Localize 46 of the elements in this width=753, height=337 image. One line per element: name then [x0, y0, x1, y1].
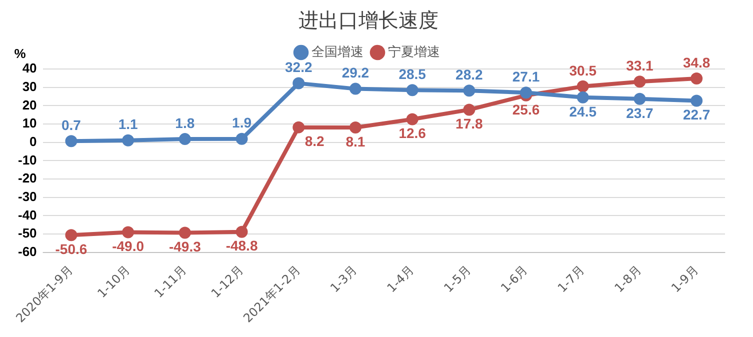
data-label: 0.7	[61, 116, 82, 133]
y-tick-label: -20	[18, 170, 37, 186]
x-tick-label: 1-5月	[441, 262, 474, 296]
data-label: -50.6	[55, 241, 88, 258]
y-tick-label: 40	[22, 60, 37, 76]
x-tick-label: 1-4月	[384, 262, 417, 296]
legend-label: 全国增速	[312, 44, 364, 60]
data-label: -48.8	[226, 238, 258, 254]
data-label: 1.1	[118, 116, 138, 132]
data-label: 28.5	[398, 66, 426, 82]
data-label: 1.9	[232, 114, 252, 131]
y-tick-label: 10	[22, 116, 37, 131]
data-label: 33.1	[626, 58, 654, 74]
y-tick-label: -60	[18, 244, 37, 259]
x-tick-label: 1-7月	[554, 262, 588, 296]
y-tick-label: -30	[18, 188, 37, 204]
y-tick-label: -10	[18, 152, 37, 168]
data-label: 30.5	[569, 62, 597, 78]
data-label: 12.6	[398, 125, 426, 142]
y-tick-label: 30	[22, 78, 37, 94]
data-label: 32.2	[284, 59, 312, 76]
y-tick-label: -40	[18, 207, 37, 222]
data-label: -49.0	[112, 238, 144, 254]
data-label: 28.2	[456, 66, 484, 82]
data-label: 8.2	[304, 133, 325, 150]
x-tick-label: 1-3月	[328, 262, 360, 296]
data-label: -49.3	[168, 238, 202, 255]
y-tick-label: 0	[30, 134, 37, 149]
x-tick-label: 1-8月	[612, 262, 644, 296]
data-label: 25.6	[512, 101, 540, 118]
data-label: 27.1	[512, 68, 540, 85]
chart-title: 进出口增长速度	[298, 8, 438, 32]
x-tick-label: 1-9月	[668, 262, 701, 296]
data-label: 34.8	[682, 54, 710, 70]
y-axis-title: %	[14, 46, 26, 62]
legend-label: 宁夏增速	[388, 44, 440, 60]
x-tick-label: 1-6月	[498, 262, 530, 296]
data-label: 23.7	[626, 104, 654, 121]
data-label: 17.8	[456, 116, 484, 132]
data-label: 22.7	[682, 106, 710, 123]
y-tick-label: -50	[18, 226, 37, 241]
data-label: 8.1	[346, 133, 366, 150]
data-label: 24.5	[569, 103, 597, 120]
y-tick-label: 20	[22, 97, 37, 112]
data-label: 1.8	[175, 114, 195, 131]
data-label: 29.2	[342, 64, 370, 81]
